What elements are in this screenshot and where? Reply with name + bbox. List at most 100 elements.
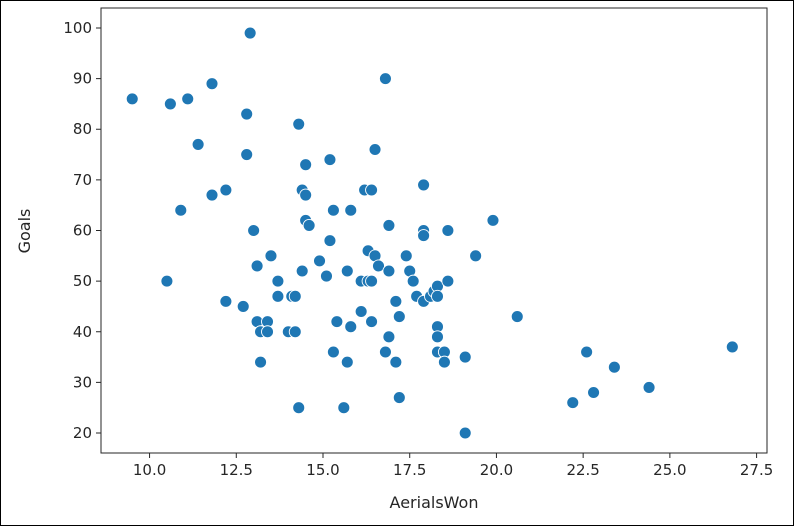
data-point	[389, 294, 403, 308]
data-point	[271, 274, 285, 288]
data-point	[205, 188, 219, 202]
data-point	[125, 92, 139, 106]
y-axis: 20 30 40 50 60 70 80 90 100	[63, 19, 101, 442]
data-point	[340, 355, 354, 369]
data-point	[292, 117, 306, 131]
data-point	[725, 340, 739, 354]
data-point	[441, 274, 455, 288]
data-point	[236, 299, 250, 313]
x-axis-label: AerialsWon	[390, 493, 479, 512]
y-tick-label: 40	[73, 323, 92, 341]
y-tick-label: 100	[63, 19, 92, 37]
data-point	[250, 259, 264, 273]
data-point	[469, 249, 483, 263]
data-point	[326, 203, 340, 217]
x-tick-label: 12.5	[220, 461, 253, 479]
data-point	[372, 259, 385, 273]
data-point	[392, 391, 406, 405]
data-point	[406, 274, 420, 288]
y-tick-label: 60	[73, 222, 92, 240]
data-point	[382, 264, 396, 278]
data-point	[323, 153, 337, 167]
data-point	[261, 325, 274, 339]
data-point	[163, 97, 177, 111]
data-point	[219, 183, 233, 197]
data-point	[365, 315, 379, 329]
y-tick-label: 80	[73, 120, 92, 138]
data-point	[392, 310, 406, 324]
data-point	[219, 294, 233, 308]
data-point	[399, 249, 413, 263]
data-point	[587, 386, 601, 399]
data-point	[431, 289, 444, 303]
data-point	[344, 320, 358, 334]
data-point	[389, 355, 403, 369]
data-point	[458, 426, 472, 440]
data-point	[264, 249, 278, 263]
data-point	[323, 234, 337, 248]
data-point	[254, 355, 268, 369]
data-point	[205, 77, 219, 91]
data-point	[337, 401, 351, 415]
data-point	[368, 143, 382, 156]
data-point	[417, 178, 431, 192]
x-tick-label: 15.0	[306, 461, 339, 479]
data-point	[299, 188, 313, 202]
data-point	[580, 345, 594, 359]
y-tick-label: 30	[73, 373, 92, 391]
y-tick-label: 50	[73, 272, 92, 290]
data-point	[302, 218, 316, 232]
x-tick-label: 17.5	[393, 461, 426, 479]
data-point	[340, 264, 354, 278]
data-point	[642, 380, 656, 394]
data-point	[240, 148, 254, 162]
data-point	[271, 289, 285, 303]
data-point	[431, 330, 444, 344]
data-point	[299, 158, 313, 172]
plot-area	[100, 7, 768, 454]
data-point	[417, 229, 431, 243]
data-point	[247, 224, 261, 237]
data-point	[365, 274, 379, 288]
data-point	[320, 269, 333, 283]
data-point	[288, 289, 302, 303]
data-point	[378, 345, 392, 359]
data-point	[292, 401, 306, 415]
data-point	[295, 264, 309, 278]
data-point	[191, 137, 205, 151]
data-point	[240, 107, 254, 121]
data-point	[174, 203, 188, 217]
data-points	[125, 26, 739, 440]
x-tick-label: 22.5	[566, 461, 599, 479]
data-point	[313, 254, 326, 268]
x-tick-label: 27.5	[740, 461, 773, 479]
y-tick-label: 90	[73, 70, 92, 88]
data-point	[441, 224, 455, 237]
data-point	[510, 310, 524, 324]
y-tick-label: 20	[73, 424, 92, 442]
data-point	[326, 345, 340, 359]
x-tick-label: 25.0	[653, 461, 686, 479]
data-point	[243, 26, 257, 40]
data-point	[288, 325, 302, 339]
data-point	[378, 72, 392, 86]
data-point	[486, 213, 500, 227]
data-point	[365, 183, 379, 197]
data-point	[160, 274, 174, 288]
data-point	[330, 315, 344, 329]
data-point	[382, 218, 396, 232]
x-axis: 10.0 12.5 15.0 17.5 20.0 22.5 25.0 27.5	[133, 453, 773, 479]
x-tick-label: 10.0	[133, 461, 166, 479]
data-point	[382, 330, 396, 344]
data-point	[566, 396, 580, 410]
data-point	[354, 305, 368, 318]
data-point	[437, 355, 451, 369]
y-tick-label: 70	[73, 171, 92, 189]
data-point	[181, 92, 195, 106]
data-point	[607, 360, 621, 374]
data-point	[458, 350, 472, 364]
data-point	[344, 203, 358, 217]
y-axis-label: Goals	[15, 209, 34, 254]
x-tick-label: 20.0	[480, 461, 513, 479]
